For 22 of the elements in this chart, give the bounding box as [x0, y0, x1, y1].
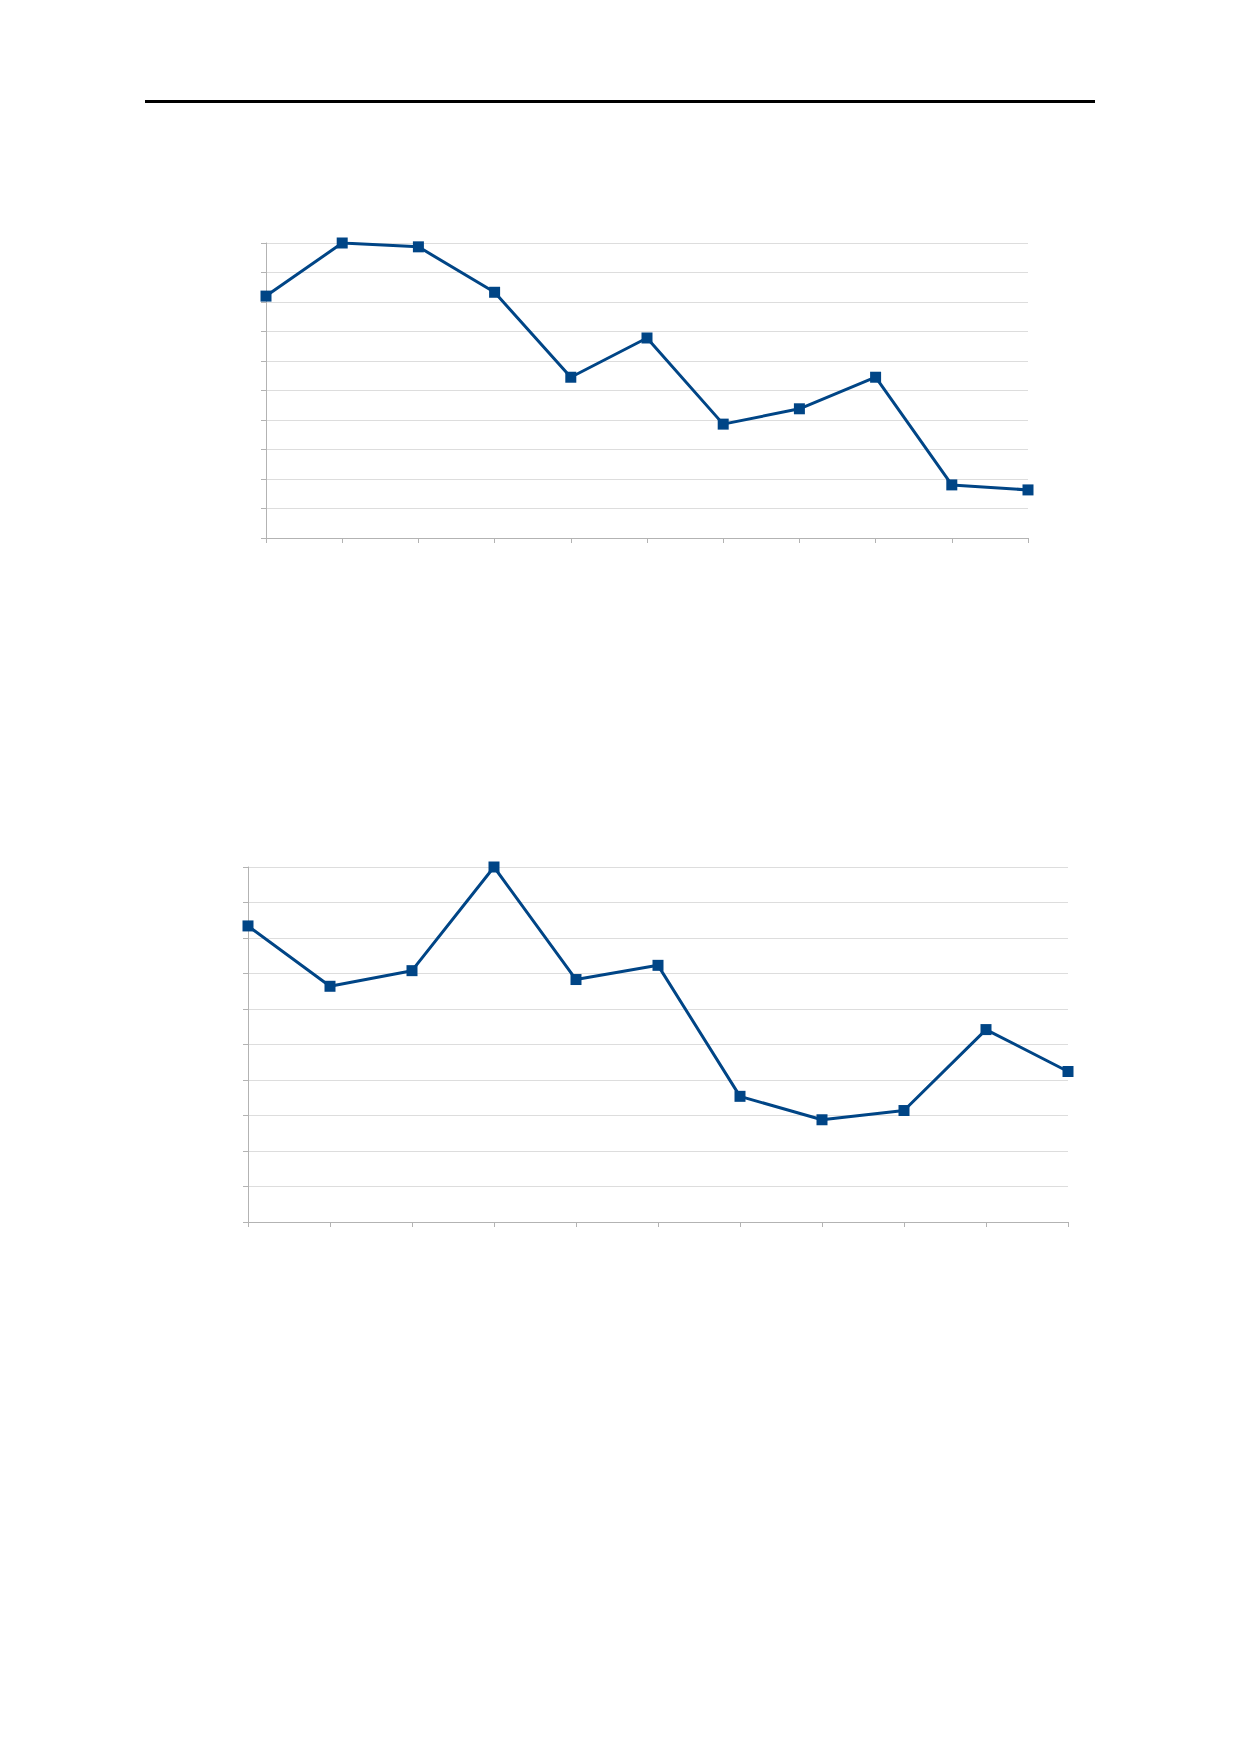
point: [1062, 1065, 1074, 1077]
point: [242, 920, 254, 932]
point: [406, 965, 418, 977]
point: [816, 1114, 828, 1126]
point: [489, 286, 501, 298]
point: [260, 290, 272, 302]
point: [570, 974, 582, 986]
point: [488, 861, 500, 873]
point: [734, 1090, 746, 1102]
point: [641, 332, 653, 344]
point: [793, 403, 805, 415]
point: [324, 980, 336, 992]
point: [870, 371, 882, 383]
point: [946, 479, 958, 491]
point: [898, 1105, 910, 1117]
point: [565, 371, 577, 383]
point: [412, 241, 424, 253]
point: [336, 237, 348, 249]
point: [652, 959, 664, 971]
point: [1022, 484, 1034, 496]
point: [717, 418, 729, 430]
point: [980, 1024, 992, 1036]
